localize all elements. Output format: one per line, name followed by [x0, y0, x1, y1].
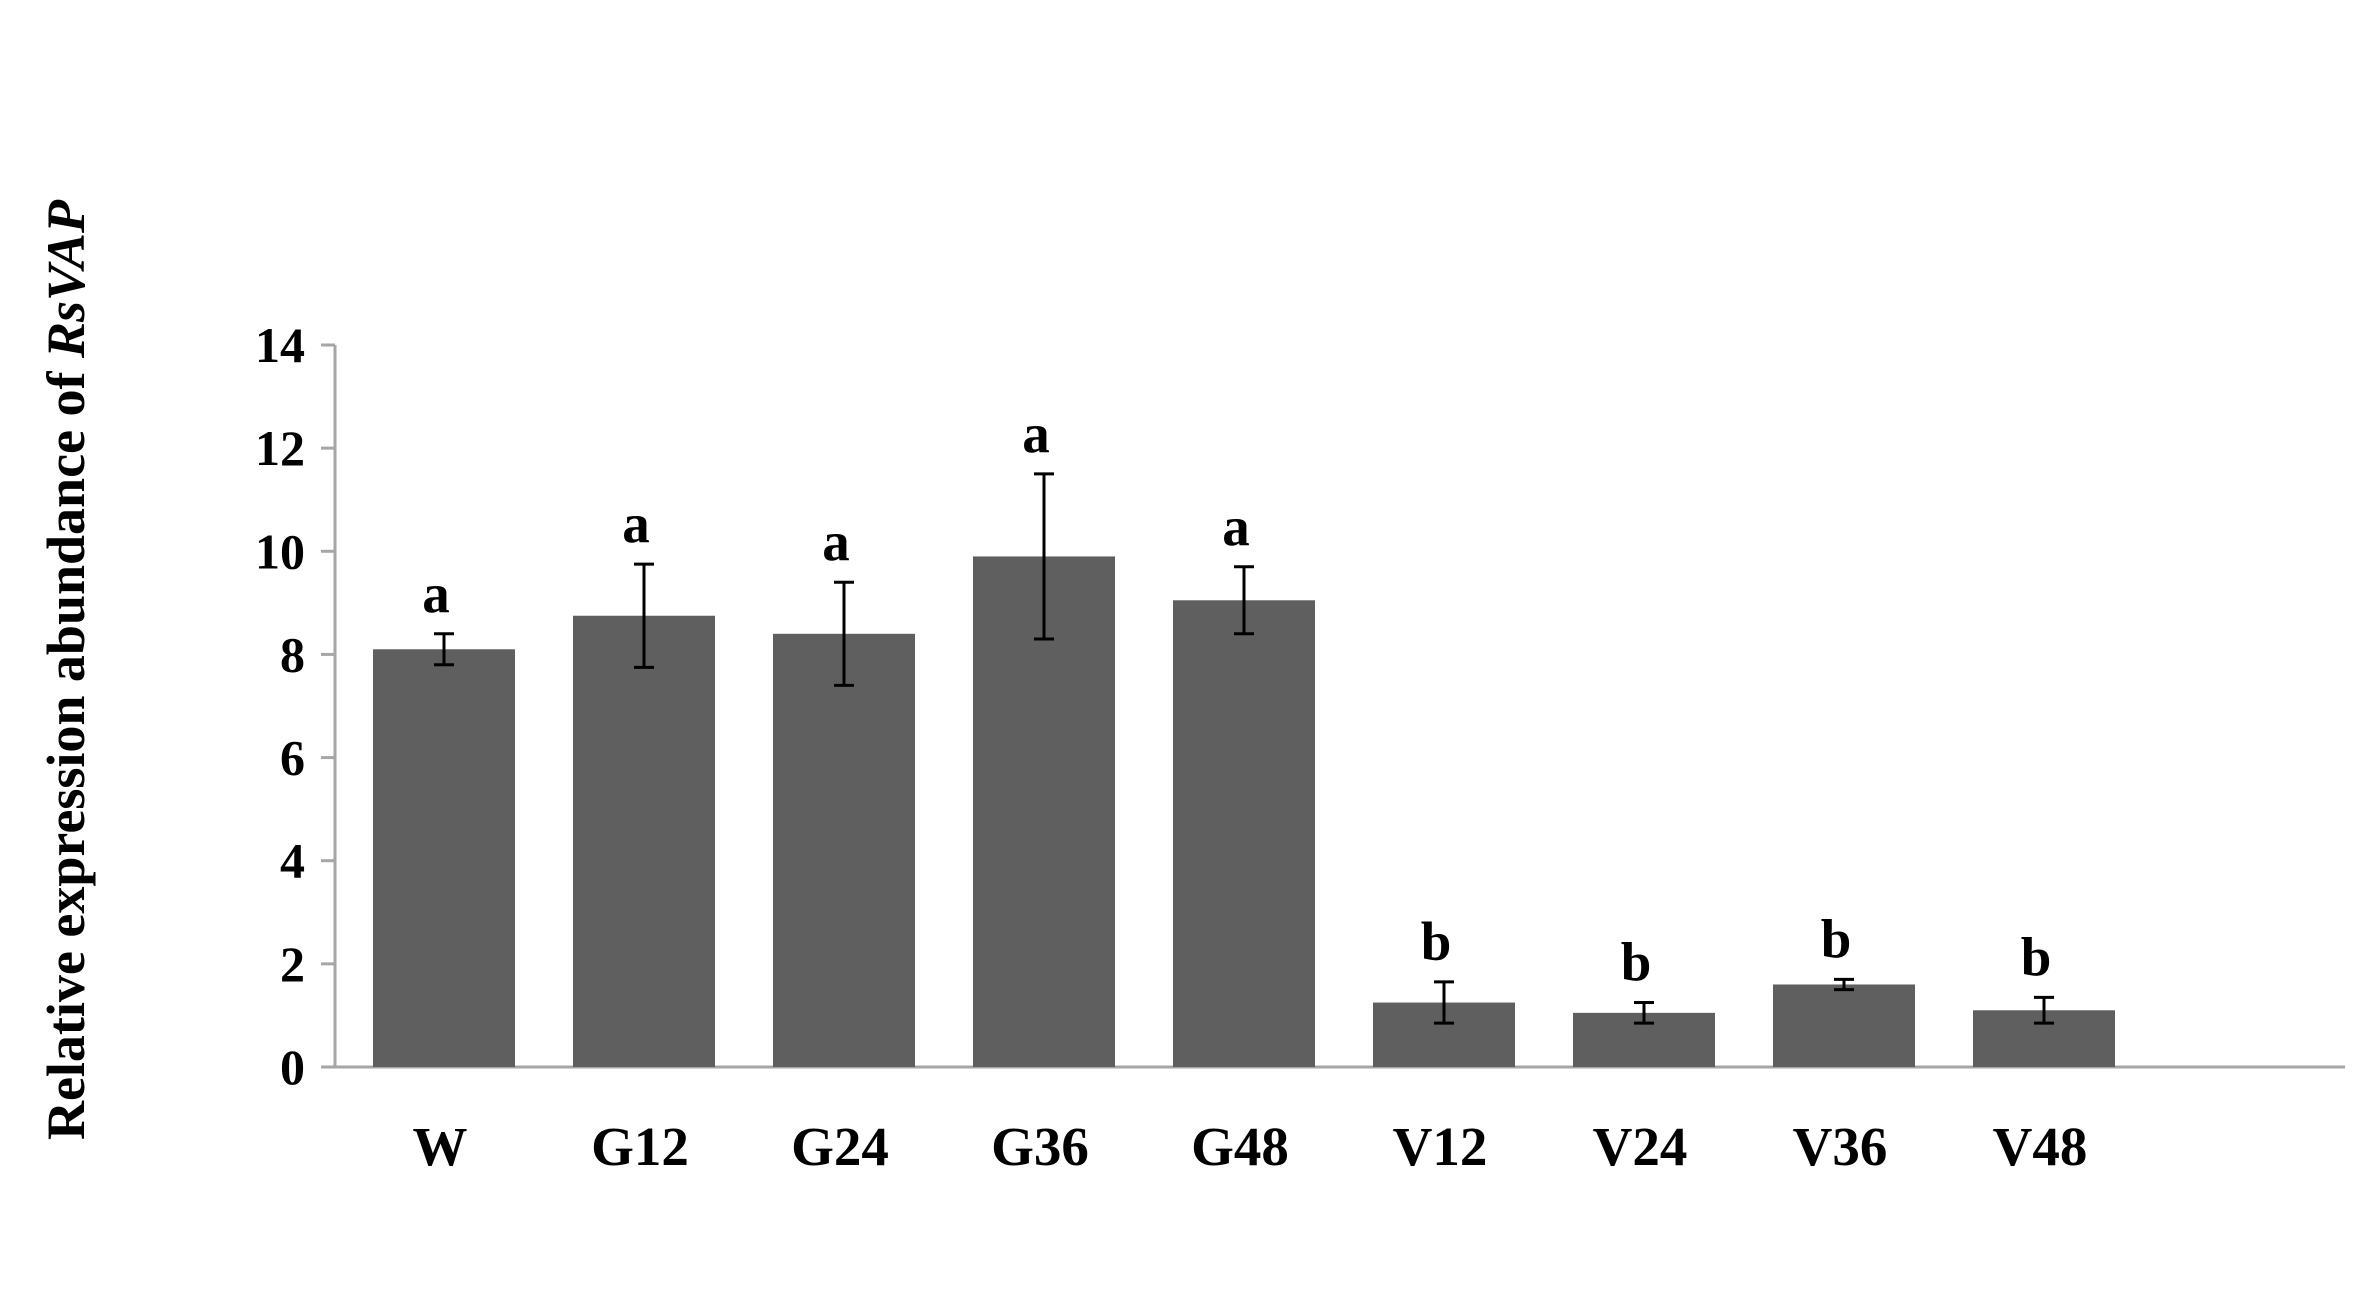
bar-v36: [1773, 984, 1915, 1067]
x-category-label-v36: V36: [1793, 1116, 1888, 1177]
bar-g36: [973, 556, 1115, 1067]
y-tick-label: 4: [280, 833, 305, 889]
y-axis-title-prefix: Relative expression abundance of: [36, 358, 96, 1140]
significance-label-v48: b: [2021, 926, 2052, 987]
bar-g48: [1173, 600, 1315, 1067]
y-tick-label: 0: [280, 1039, 305, 1095]
bar-g24: [773, 633, 915, 1067]
y-tick-label: 6: [280, 730, 305, 786]
y-axis-title-gene: RsVAP: [36, 199, 96, 359]
bar-g12: [573, 615, 715, 1067]
x-category-label-w: W: [413, 1116, 468, 1177]
significance-label-v24: b: [1621, 932, 1652, 993]
significance-label-g12: a: [622, 493, 650, 554]
x-category-label-g12: G12: [591, 1116, 689, 1177]
significance-label-g48: a: [1222, 496, 1250, 557]
significance-label-w: a: [422, 563, 450, 624]
x-category-label-g36: G36: [991, 1116, 1089, 1177]
y-tick-label: 14: [255, 317, 305, 373]
bars-group: [373, 472, 2115, 1067]
significance-label-v36: b: [1821, 908, 1852, 969]
x-category-label-v48: V48: [1993, 1116, 2088, 1177]
significance-label-g36: a: [1022, 403, 1050, 464]
x-category-label-v24: V24: [1593, 1116, 1688, 1177]
bar-w: [373, 649, 515, 1067]
y-axis-title: Relative expression abundance of RsVAP: [36, 199, 96, 1140]
labels-group: a Wa G12 a G24 a G36 a G48 b V12 b V24 b V36 b V48: [413, 403, 2088, 1177]
significance-label-g24: a: [822, 511, 850, 572]
x-category-label-g24: G24: [791, 1116, 889, 1177]
y-tick-label: 8: [280, 626, 305, 682]
x-category-label-v12: V12: [1393, 1116, 1488, 1177]
significance-label-v12: b: [1421, 911, 1452, 972]
x-category-label-g48: G48: [1191, 1116, 1289, 1177]
y-tick-label: 10: [255, 523, 305, 579]
y-tick-label: 12: [255, 420, 305, 476]
y-tick-label: 2: [280, 936, 305, 992]
